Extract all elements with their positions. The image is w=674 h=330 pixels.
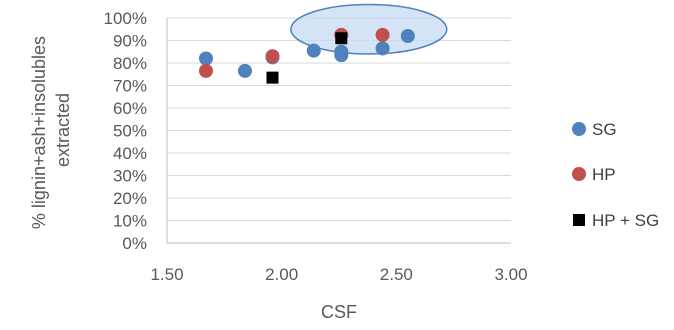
x-axis-ticks: 1.50 2.00 2.50 3.00 xyxy=(150,265,527,284)
point-sg xyxy=(198,51,213,66)
legend-label-hp-sg: HP + SG xyxy=(592,211,659,230)
legend-marker-sg xyxy=(572,122,586,136)
point-hp xyxy=(265,49,280,64)
y-axis-title-line-2: extracted xyxy=(53,93,73,167)
point-hp xyxy=(375,27,390,42)
y-axis-title: % lignin+ash+insolubles extracted xyxy=(29,31,73,229)
point-hp xyxy=(198,63,213,78)
y-tick-label: 20% xyxy=(113,189,147,208)
point-sg xyxy=(306,43,321,58)
x-tick-label: 1.50 xyxy=(150,265,183,284)
y-tick-label: 100% xyxy=(104,9,147,28)
legend-marker-hp-sg xyxy=(573,214,585,226)
y-tick-label: 40% xyxy=(113,144,147,163)
data-points xyxy=(198,27,415,84)
y-tick-label: 80% xyxy=(113,54,147,73)
point-sg xyxy=(375,41,390,56)
y-tick-label: 0% xyxy=(122,234,147,253)
legend-label-sg: SG xyxy=(592,120,617,139)
y-axis-title-line-1: % lignin+ash+insolubles xyxy=(29,36,49,229)
y-tick-label: 50% xyxy=(113,122,147,141)
legend-label-hp: HP xyxy=(592,165,616,184)
point-hp-sg xyxy=(335,32,348,45)
point-sg xyxy=(334,48,349,63)
x-tick-label: 3.00 xyxy=(494,265,527,284)
y-tick-label: 30% xyxy=(113,167,147,186)
y-tick-label: 90% xyxy=(113,32,147,51)
x-axis-title: CSF xyxy=(321,302,357,322)
y-axis-ticks: 0% 10% 20% 30% 40% 50% 60% 70% 80% 90% 100% xyxy=(104,9,147,253)
y-tick-label: 70% xyxy=(113,77,147,96)
axes xyxy=(166,18,511,244)
y-tick-label: 10% xyxy=(113,212,147,231)
legend-marker-hp xyxy=(572,167,586,181)
legend: SG HP HP + SG xyxy=(572,120,659,230)
x-tick-label: 2.50 xyxy=(380,265,413,284)
y-tick-label: 60% xyxy=(113,99,147,118)
point-hp-sg xyxy=(266,71,279,84)
point-sg xyxy=(237,63,252,78)
x-tick-label: 2.00 xyxy=(265,265,298,284)
point-sg xyxy=(400,29,415,43)
